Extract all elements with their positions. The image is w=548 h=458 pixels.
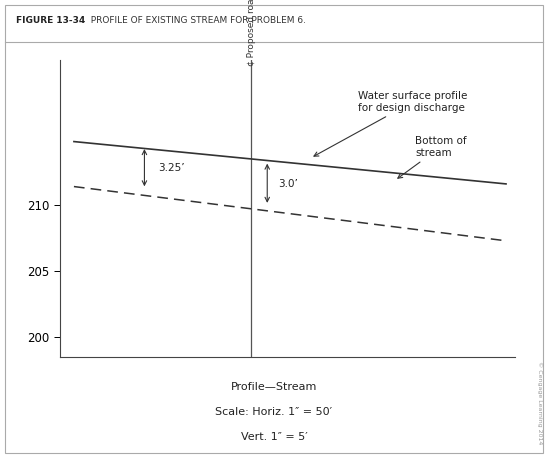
Text: © Cengage Learning 2014: © Cengage Learning 2014 — [537, 361, 543, 445]
Text: PROFILE OF EXISTING STREAM FOR PROBLEM 6.: PROFILE OF EXISTING STREAM FOR PROBLEM 6… — [85, 16, 306, 25]
Text: Bottom of
stream: Bottom of stream — [398, 136, 467, 178]
Text: 3.0’: 3.0’ — [278, 179, 299, 189]
Text: 3.25’: 3.25’ — [158, 163, 185, 173]
Text: Water surface profile
for design discharge: Water surface profile for design dischar… — [314, 91, 467, 156]
Text: Profile—Stream: Profile—Stream — [231, 382, 317, 392]
Text: Vert. 1″ = 5′: Vert. 1″ = 5′ — [241, 432, 307, 442]
Text: Scale: Horiz. 1″ = 50′: Scale: Horiz. 1″ = 50′ — [215, 407, 333, 417]
Text: FIGURE 13-34: FIGURE 13-34 — [16, 16, 85, 25]
Text: ¢ Proposed road: ¢ Proposed road — [247, 0, 256, 66]
